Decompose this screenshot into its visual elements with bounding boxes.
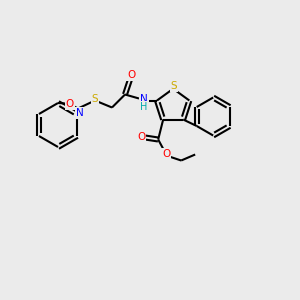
Text: O: O [66,99,74,109]
Text: O: O [162,148,170,158]
Text: N: N [140,94,148,104]
Text: O: O [137,131,145,142]
Text: N: N [76,108,83,118]
Text: S: S [92,94,98,104]
Text: H: H [140,101,148,112]
Text: S: S [171,81,178,91]
Text: O: O [127,70,135,80]
